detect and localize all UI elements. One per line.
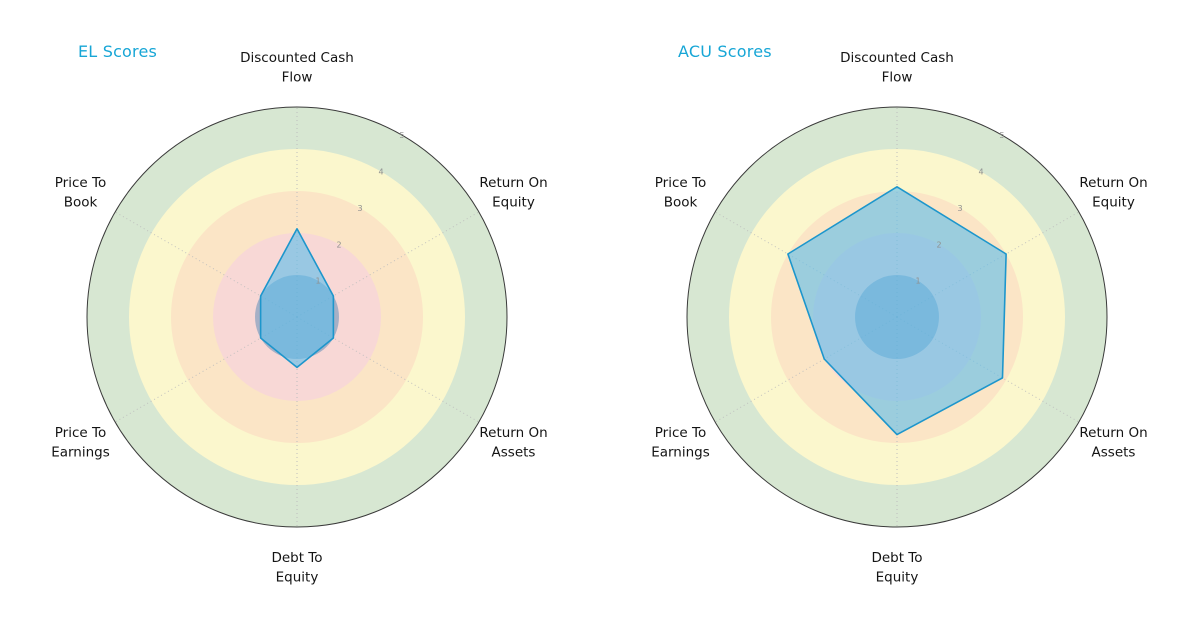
radial-tick-label: 3: [957, 204, 962, 213]
series-polygon: [787, 186, 1007, 436]
radial-tick-label: 4: [978, 168, 983, 177]
radial-tick-label: 1: [315, 277, 320, 286]
chart-title-el: EL Scores: [78, 42, 158, 61]
axis-label: Discounted Cash Flow: [240, 50, 354, 86]
radar-plot-el: 1 2 3 4 5 Discounted Cash Flow Return On Equity R…: [51, 50, 547, 586]
series-polygon: [259, 228, 335, 369]
axis-spoke: [296, 211, 480, 318]
axis-label: Return On Equity: [479, 175, 547, 211]
axis-label: Discounted Cash Flow: [840, 50, 954, 86]
radial-tick-label: 5: [999, 131, 1004, 140]
axis-label: Price To Book: [655, 175, 706, 211]
radar-chart-el: EL Scores 1 2 3 4 5 Discounted Cash Flow Return…: [51, 42, 547, 586]
radar-plot-acu: 1 2 3 4 5 Discounted Cash Flow Return On Equity R…: [651, 50, 1147, 586]
radial-tick-label: 2: [936, 240, 941, 249]
outer-ring: [686, 106, 1108, 528]
radial-tick-label: 2: [336, 240, 341, 249]
axis-label: Price To Book: [55, 175, 106, 211]
axis-spoke: [296, 316, 480, 423]
axis-label: Return On Assets: [1079, 425, 1147, 461]
axis-label: Price To Earnings: [51, 425, 110, 461]
radial-tick-label: 3: [357, 204, 362, 213]
axis-label: Return On Equity: [1079, 175, 1147, 211]
radial-tick-label: 1: [915, 277, 920, 286]
axis-label: Debt To Equity: [271, 550, 322, 586]
axis-label: Price To Earnings: [651, 425, 710, 461]
axis-spoke: [114, 316, 298, 423]
radar-chart-acu: ACU Scores 1 2 3 4 5 Discounted Cash Flow Retur…: [600, 0, 1200, 625]
axis-label: Debt To Equity: [871, 550, 922, 586]
radial-tick-label: 5: [399, 131, 404, 140]
outer-ring: [86, 106, 508, 528]
chart-title-acu: ACU Scores: [678, 42, 772, 61]
axis-label: Return On Assets: [479, 425, 547, 461]
radial-tick-label: 4: [378, 168, 383, 177]
axis-spoke: [114, 211, 298, 318]
